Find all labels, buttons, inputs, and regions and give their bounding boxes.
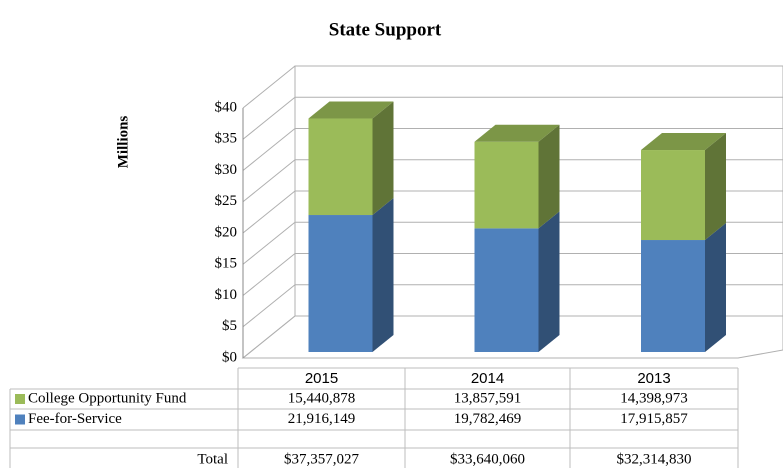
bar-top <box>308 101 394 119</box>
x-tick-label: 2013 <box>637 370 670 387</box>
y-tick-label: $5 <box>222 318 237 334</box>
grid-line <box>242 190 783 234</box>
grid-line <box>242 253 783 296</box>
bar-segment <box>308 215 373 352</box>
bar-segment <box>641 240 705 352</box>
bar-top <box>641 133 726 151</box>
grid-line <box>242 159 783 203</box>
bar-side <box>538 211 560 352</box>
legend-swatch <box>15 394 25 404</box>
y-tick-label: $30 <box>215 162 238 178</box>
x-tick-label: 2014 <box>471 370 504 387</box>
legend-label: College Opportunity Fund <box>28 390 187 406</box>
grid-line <box>242 96 783 140</box>
bar-side <box>372 101 394 216</box>
total-label: Total <box>197 451 228 467</box>
table-value: 17,915,857 <box>620 411 688 427</box>
y-tick-label: $40 <box>215 99 238 115</box>
bar-top <box>474 124 560 142</box>
y-tick-label: $35 <box>215 131 238 147</box>
y-tick-label: $25 <box>215 193 238 209</box>
y-tick-label: $10 <box>215 287 238 303</box>
y-tick-label: $0 <box>222 349 237 365</box>
table-value: 14,398,973 <box>620 390 688 406</box>
grid-line <box>242 221 783 265</box>
table-value: 19,782,469 <box>454 411 522 427</box>
table-value: 15,440,878 <box>288 390 356 406</box>
total-value: $33,640,060 <box>450 451 525 467</box>
legend-label: Fee-for-Service <box>28 411 122 427</box>
total-value: $37,357,027 <box>284 451 360 467</box>
grid-line <box>242 315 783 359</box>
grid-line <box>242 128 783 171</box>
y-tick-label: $15 <box>215 256 238 272</box>
x-tick-label: 2015 <box>305 370 338 387</box>
bar-side <box>705 223 726 352</box>
bar-segment <box>474 228 539 352</box>
bar-segment <box>308 118 373 216</box>
bar-segment <box>474 141 539 229</box>
grid-line <box>242 65 783 109</box>
grid-line <box>242 284 783 328</box>
table-value: 21,916,149 <box>288 411 356 427</box>
chart-title: State Support <box>329 19 442 40</box>
bar-side <box>538 124 560 229</box>
y-axis-title: Millions <box>115 116 131 169</box>
bar-segment <box>641 150 705 241</box>
total-value: $32,314,830 <box>617 451 692 467</box>
y-tick-label: $20 <box>215 224 238 240</box>
table-value: 13,857,591 <box>454 390 522 406</box>
legend-swatch <box>15 414 25 425</box>
bar-side <box>705 133 726 241</box>
bar-side <box>372 198 394 352</box>
